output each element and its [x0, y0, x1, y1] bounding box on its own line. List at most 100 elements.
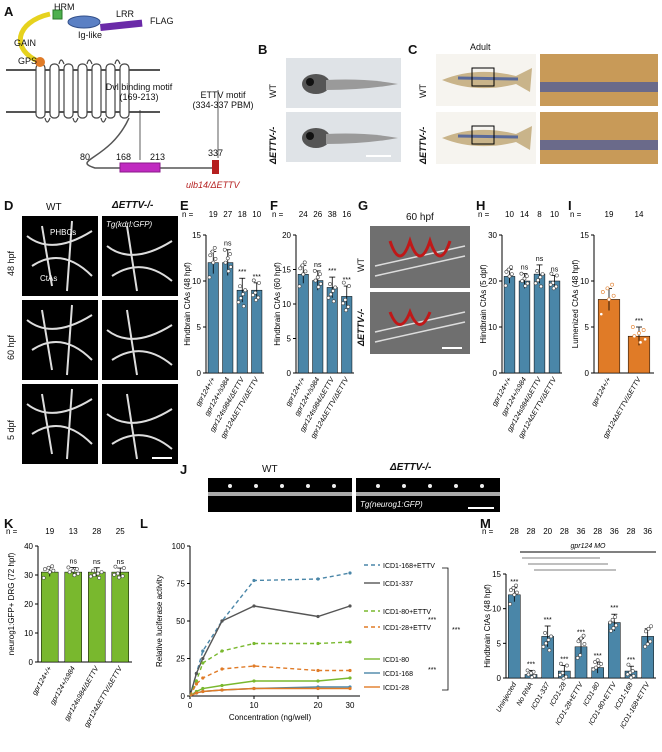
x-tick-label: Uninjected — [495, 681, 518, 714]
y-tick-label: 15 — [492, 570, 501, 579]
d-row-5dpf: 5 dpf — [6, 419, 16, 440]
data-point — [238, 296, 243, 301]
data-point — [328, 282, 332, 286]
gain-label: GAIN — [14, 38, 37, 48]
data-point — [525, 281, 530, 286]
data-point — [581, 633, 586, 638]
data-point — [228, 264, 233, 269]
data-point — [523, 284, 528, 288]
data-point — [257, 280, 261, 285]
data-point — [112, 572, 117, 577]
larva-mut-image — [286, 112, 401, 162]
significance-label: *** — [253, 274, 261, 281]
significance-label: ns — [93, 559, 101, 566]
data-point — [220, 667, 224, 671]
y-axis-label: neurog1:GFP+ DRG (72 hpf) — [7, 552, 16, 655]
n-value: 38 — [328, 210, 337, 219]
g-title: 60 hpf — [406, 212, 434, 223]
data-point — [223, 260, 228, 265]
n-label: n = — [570, 210, 582, 219]
data-point — [520, 279, 525, 283]
data-point — [559, 661, 563, 666]
significance-label: *** — [238, 269, 246, 276]
y-tick-label: 5 — [585, 323, 590, 332]
legend-label: ICD1-168+ETTV — [383, 563, 435, 570]
data-point — [524, 274, 529, 278]
data-point — [509, 265, 513, 270]
y-axis-label: Relative luciferase activity — [155, 575, 164, 667]
y-tick-label: 5 — [287, 335, 292, 344]
n-value: 10 — [505, 210, 514, 219]
x-axis-label: Concentration (ng/well) — [229, 713, 312, 722]
data-point — [548, 282, 553, 287]
d-phbcs-label: PHBCs — [50, 228, 77, 237]
data-point — [46, 565, 51, 570]
adult-wt-zoom-image — [540, 54, 658, 106]
y-tick-label: 30 — [488, 231, 497, 240]
data-point — [241, 304, 246, 309]
data-point — [599, 312, 604, 317]
data-point — [97, 576, 102, 580]
y-tick-label: 40 — [24, 542, 33, 551]
data-point — [526, 672, 531, 677]
data-point — [316, 577, 320, 581]
data-point — [252, 578, 256, 583]
n-value: 19 — [45, 527, 54, 536]
receptor-schematic — [6, 9, 219, 174]
n-label: n = — [482, 527, 494, 536]
y-tick-label: 5 — [197, 323, 202, 332]
d-ctas-label: CtAs — [40, 274, 58, 283]
data-point — [512, 592, 517, 597]
data-point — [316, 686, 320, 691]
dvl-motif-label: Dvl binding motif (169-213) — [105, 82, 173, 102]
data-point — [504, 269, 509, 274]
data-point — [252, 604, 256, 608]
flag-label: FLAG — [150, 16, 174, 26]
data-point — [76, 571, 80, 576]
n-value: 25 — [116, 527, 125, 536]
g-wt-render — [370, 226, 470, 288]
d-row-48: 48 hpf — [6, 250, 16, 276]
data-point — [509, 588, 513, 593]
chart-l: 0 25 50 75 100 0 10 20 30 Concentration (ng/well)… — [155, 542, 460, 722]
data-point — [67, 570, 72, 575]
d-mut-48-image — [102, 216, 178, 296]
x-tick-label: 10 — [250, 701, 259, 710]
n-value: 19 — [605, 210, 614, 219]
data-point — [121, 566, 126, 570]
data-point — [348, 640, 352, 644]
data-point — [546, 637, 551, 642]
bar — [548, 280, 561, 374]
y-tick-label: 10 — [192, 277, 201, 286]
b-wt-label: WT — [268, 84, 278, 98]
data-point — [346, 304, 351, 309]
significance-label: *** — [610, 605, 618, 612]
data-point — [554, 273, 559, 278]
data-point — [561, 676, 566, 681]
data-point — [538, 275, 543, 280]
data-point — [343, 297, 348, 302]
data-point — [341, 301, 345, 306]
data-point — [201, 686, 205, 691]
data-point — [605, 286, 610, 291]
data-point — [300, 263, 305, 268]
data-point — [252, 664, 256, 668]
data-point — [331, 288, 335, 293]
n-value: 10 — [252, 210, 261, 219]
data-point — [212, 245, 217, 250]
gps-label: GPS — [18, 56, 38, 66]
significance-label: *** — [510, 579, 518, 586]
data-point — [238, 284, 242, 289]
c-adult-label: Adult — [470, 42, 491, 52]
data-point — [194, 691, 198, 695]
c-mut-label: ΔETTV-/- — [418, 126, 428, 164]
n-value: 36 — [643, 527, 652, 536]
bar — [251, 289, 263, 374]
significance-label: *** — [343, 277, 351, 284]
panel-label-k: K — [4, 516, 14, 531]
n-value: 28 — [510, 527, 519, 536]
significance-label: *** — [577, 629, 585, 636]
n-label: n = — [272, 210, 284, 219]
data-point — [326, 295, 331, 300]
y-tick-label: 10 — [580, 277, 589, 286]
